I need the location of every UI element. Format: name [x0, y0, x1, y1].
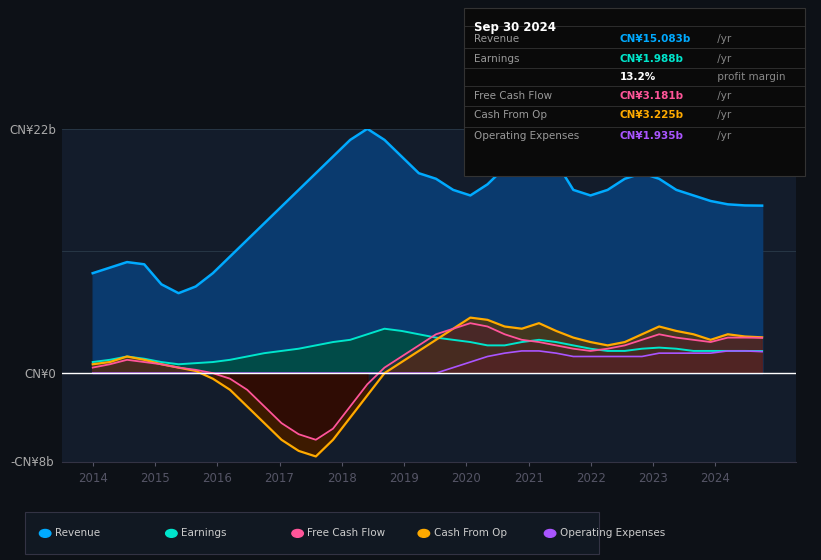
Text: /yr: /yr	[714, 91, 732, 101]
Text: CN¥3.225b: CN¥3.225b	[620, 110, 684, 120]
Text: Free Cash Flow: Free Cash Flow	[474, 91, 552, 101]
Text: CN¥1.935b: CN¥1.935b	[620, 130, 684, 141]
Text: CN¥15.083b: CN¥15.083b	[620, 34, 691, 44]
Text: Operating Expenses: Operating Expenses	[474, 130, 579, 141]
Text: Sep 30 2024: Sep 30 2024	[474, 21, 556, 34]
Text: -CN¥8b: -CN¥8b	[11, 455, 54, 469]
Text: CN¥1.988b: CN¥1.988b	[620, 54, 684, 64]
Text: 13.2%: 13.2%	[620, 72, 656, 82]
Text: Operating Expenses: Operating Expenses	[560, 529, 665, 538]
Text: /yr: /yr	[714, 34, 732, 44]
Text: /yr: /yr	[714, 110, 732, 120]
Text: Earnings: Earnings	[474, 54, 519, 64]
Text: /yr: /yr	[714, 54, 732, 64]
Text: profit margin: profit margin	[714, 72, 786, 82]
Text: Cash From Op: Cash From Op	[474, 110, 547, 120]
Text: Free Cash Flow: Free Cash Flow	[307, 529, 386, 538]
Text: /yr: /yr	[714, 130, 732, 141]
Text: Cash From Op: Cash From Op	[433, 529, 507, 538]
Text: Revenue: Revenue	[474, 34, 519, 44]
Text: Earnings: Earnings	[181, 529, 227, 538]
Text: Revenue: Revenue	[55, 529, 100, 538]
Text: CN¥3.181b: CN¥3.181b	[620, 91, 684, 101]
